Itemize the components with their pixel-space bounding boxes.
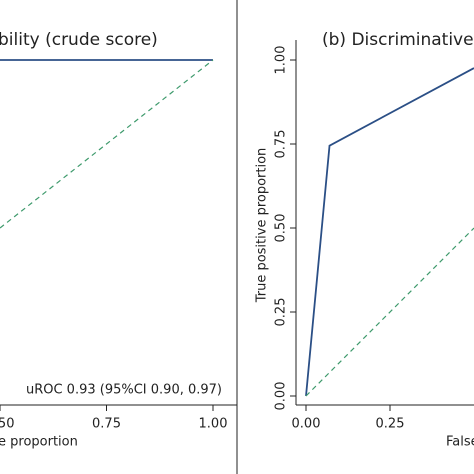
x-tick-label: 0.25 xyxy=(376,417,405,432)
chart-title: (b) Discriminative xyxy=(322,30,474,50)
annotation: uROC 0.93 (95%CI 0.90, 0.97) xyxy=(26,383,222,398)
y-tick-label: 0.75 xyxy=(274,130,289,159)
y-tick-label: 0.50 xyxy=(274,214,289,243)
x-tick-label: 1.00 xyxy=(199,417,228,432)
x-tick-label: 0.50 xyxy=(0,417,14,432)
x-axis-label: False xyxy=(446,435,474,450)
y-tick-label: 0.00 xyxy=(274,382,289,411)
plot-area xyxy=(0,59,214,229)
x-axis-label: e proportion xyxy=(0,435,78,450)
y-tick-label: 1.00 xyxy=(274,46,289,75)
x-tick-label: 0.00 xyxy=(292,417,321,432)
y-tick-label: 0.25 xyxy=(274,298,289,327)
chart-title: bility (crude score) xyxy=(0,30,158,50)
plot-area xyxy=(305,67,474,397)
line-series xyxy=(305,227,474,397)
y-axis-label: True positive proportion xyxy=(255,148,270,304)
line-series xyxy=(305,67,474,397)
line-series xyxy=(0,59,214,229)
x-tick-label: 0.75 xyxy=(92,417,121,432)
